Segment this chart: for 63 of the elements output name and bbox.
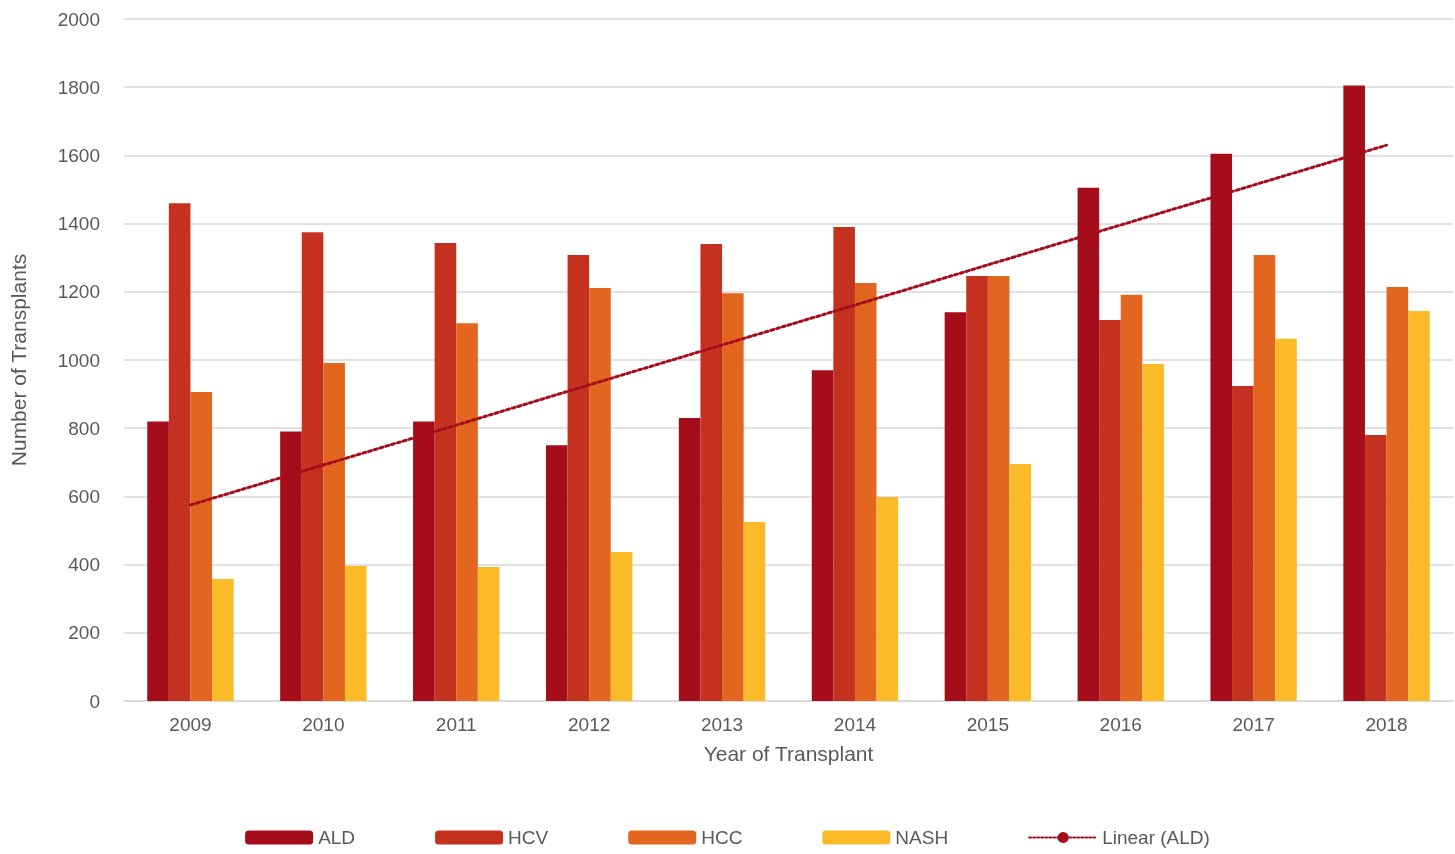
legend-label: Linear (ALD) <box>1102 827 1210 848</box>
bar <box>1009 464 1032 701</box>
legend-label: NASH <box>895 827 949 848</box>
x-tick-label: 2016 <box>1099 714 1142 735</box>
x-tick-label: 2014 <box>833 714 877 735</box>
y-tick-label: 800 <box>68 417 100 439</box>
bar <box>1364 435 1387 701</box>
bar <box>1099 320 1121 701</box>
y-tick-label: 2000 <box>57 8 100 30</box>
x-tick-label: 2018 <box>1365 714 1408 735</box>
bar <box>344 565 367 701</box>
bar <box>876 497 899 701</box>
bar <box>854 282 877 701</box>
x-tick-label: 2012 <box>568 714 611 735</box>
bar <box>545 445 568 701</box>
x-tick-label: 2017 <box>1232 714 1275 735</box>
bar <box>567 254 590 701</box>
bar <box>434 243 457 701</box>
bar <box>1408 310 1430 701</box>
legend-label: HCC <box>701 827 743 848</box>
bar <box>700 244 723 701</box>
bar <box>1142 364 1164 701</box>
y-tick-label: 600 <box>68 485 100 507</box>
y-tick-label: 1200 <box>57 281 100 303</box>
x-tick-label: 2009 <box>169 714 212 735</box>
y-tick-label: 1600 <box>57 144 100 166</box>
y-tick-label: 0 <box>89 690 100 712</box>
y-tick-label: 1000 <box>57 349 100 371</box>
legend-label: HCV <box>508 827 549 848</box>
bar <box>743 521 766 701</box>
bar <box>987 276 1010 701</box>
x-tick-label: 2010 <box>302 714 345 735</box>
bar <box>589 288 611 701</box>
bar <box>212 578 234 701</box>
bar <box>1120 294 1143 701</box>
y-tick-label: 1800 <box>57 76 100 98</box>
bar <box>811 370 834 701</box>
bar <box>456 323 478 701</box>
bar <box>1386 287 1409 701</box>
bar <box>833 227 855 701</box>
bar <box>1232 385 1254 701</box>
bar <box>678 417 701 701</box>
bar <box>147 421 169 701</box>
bar <box>1253 254 1276 701</box>
x-tick-label: 2013 <box>700 714 744 735</box>
x-axis-title: Year of Transplant <box>703 742 874 765</box>
bar <box>722 293 744 701</box>
bar <box>323 363 345 701</box>
y-tick-label: 400 <box>68 554 100 576</box>
bar <box>301 232 324 701</box>
x-tick-label: 2015 <box>966 714 1009 735</box>
bar <box>944 312 967 701</box>
bar <box>610 551 633 701</box>
bar <box>190 392 213 701</box>
y-tick-label: 200 <box>68 622 100 644</box>
bar <box>168 203 191 701</box>
bar <box>1275 338 1297 701</box>
x-tick-label: 2011 <box>435 714 477 735</box>
legend-label: ALD <box>318 827 356 848</box>
y-axis-title: Number of Transplants <box>7 253 30 467</box>
y-tick-label: 1400 <box>57 213 100 235</box>
bar <box>477 566 500 701</box>
bar <box>966 276 988 701</box>
